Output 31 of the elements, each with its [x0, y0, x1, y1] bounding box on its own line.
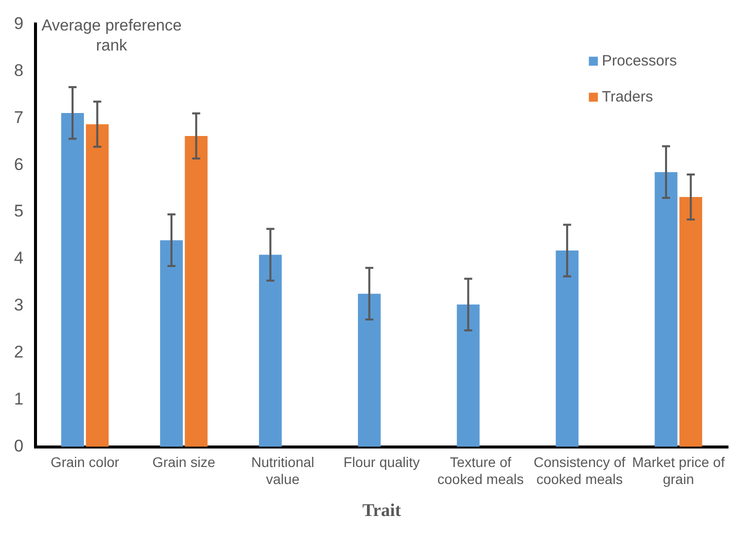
- bar: [61, 112, 84, 447]
- y-tick-label: 6: [14, 154, 24, 174]
- bar: [556, 250, 579, 447]
- y-axis-title: Average preference rank: [41, 18, 182, 55]
- x-tick-label: Consistency of cooked meals: [534, 454, 626, 487]
- bar: [654, 172, 678, 447]
- bar: [679, 196, 702, 447]
- x-tick-label: Market price of grain: [632, 454, 725, 487]
- y-tick-label: 9: [14, 14, 24, 33]
- bar: [358, 294, 381, 447]
- x-tick-label: Flour quality: [344, 454, 420, 470]
- y-tick-label: 5: [14, 202, 24, 221]
- x-tick-label: Texture of cooked meals: [437, 454, 524, 487]
- y-tick-label: 8: [14, 60, 24, 80]
- x-tick-label: Grain color: [50, 454, 120, 470]
- y-tick-label: 3: [14, 296, 24, 315]
- x-axis-title: Trait: [362, 500, 401, 520]
- y-tick-label: 4: [14, 248, 24, 268]
- bar: [86, 124, 109, 447]
- y-tick-label: 1: [14, 390, 24, 409]
- bar: [184, 136, 208, 447]
- legend-label: Traders: [602, 88, 653, 106]
- y-tick-label: 7: [14, 108, 24, 127]
- x-tick-label: Nutritional value: [251, 454, 314, 487]
- y-tick-label: 0: [14, 436, 24, 456]
- bar: [160, 240, 183, 447]
- legend-label: Processors: [602, 52, 677, 70]
- y-tick-label: 2: [14, 342, 24, 362]
- bar: [259, 254, 282, 447]
- x-tick-label: Grain size: [152, 454, 216, 470]
- bar: [456, 304, 480, 447]
